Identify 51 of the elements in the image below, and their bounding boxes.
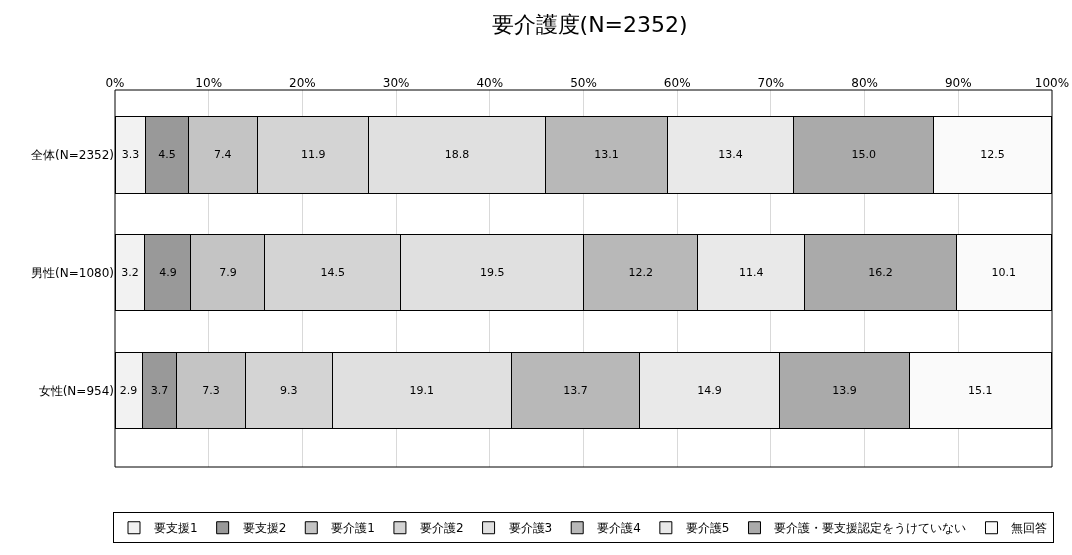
x-tick-label: 40%	[476, 75, 504, 90]
x-tick-label: 30%	[382, 75, 410, 90]
chart-title: 要介護度(N=2352)	[491, 12, 688, 38]
x-tick-label: 10%	[195, 75, 223, 90]
legend-label: 要介護・要支援認定をうけていない	[774, 521, 967, 536]
data-label: 10.1	[991, 266, 1016, 280]
data-label: 4.5	[158, 148, 176, 162]
legend-label: 要介護3	[508, 521, 553, 536]
x-tick-label: 60%	[663, 75, 691, 90]
data-label: 12.2	[628, 266, 653, 280]
data-label: 11.4	[738, 266, 764, 280]
data-label: 15.1	[968, 383, 993, 397]
data-label: 3.7	[150, 383, 169, 397]
legend-label: 要介護2	[419, 521, 464, 536]
data-label: 16.2	[868, 266, 893, 280]
x-tick-label: 70%	[757, 75, 785, 90]
data-label: 3.3	[121, 148, 140, 162]
x-tick-label: 20%	[289, 75, 316, 90]
data-label: 13.4	[718, 148, 743, 162]
data-label: 13.9	[832, 383, 857, 397]
data-label: 4.9	[159, 266, 177, 280]
data-label: 13.7	[563, 383, 588, 397]
data-label: 18.8	[444, 148, 470, 162]
data-label: 14.9	[697, 383, 722, 397]
legend-label: 要支援2	[242, 521, 287, 536]
y-tick-label: 全体(N=2352)	[31, 148, 114, 162]
x-tick-label: 90%	[944, 75, 972, 90]
data-label: 13.1	[594, 148, 619, 162]
x-tick-label: 100%	[1034, 75, 1070, 90]
legend-label: 要介護1	[331, 521, 375, 536]
legend-label: 無回答	[1011, 521, 1048, 536]
data-label: 3.2	[121, 266, 139, 280]
data-label: 11.9	[300, 148, 326, 162]
data-label: 15.0	[851, 148, 876, 162]
data-label: 12.5	[980, 148, 1005, 162]
x-tick-label: 80%	[851, 75, 878, 90]
x-tick-label: 50%	[570, 75, 597, 90]
data-label: 2.9	[119, 383, 138, 397]
data-label: 7.9	[219, 266, 237, 280]
data-label: 19.5	[479, 266, 505, 280]
data-label: 9.3	[280, 383, 298, 397]
data-label: 19.1	[409, 383, 435, 397]
data-label: 14.5	[320, 266, 346, 280]
data-label: 7.3	[202, 383, 220, 397]
legend-label: 要支援1	[154, 521, 198, 536]
y-tick-label: 女性(N=954)	[38, 383, 114, 398]
legend-label: 要介護4	[597, 521, 641, 536]
data-label: 7.4	[214, 148, 232, 162]
y-tick-label: 男性(N=1080)	[31, 265, 114, 280]
legend-label: 要介護5	[685, 521, 730, 536]
x-tick-label: 0%	[105, 75, 125, 90]
